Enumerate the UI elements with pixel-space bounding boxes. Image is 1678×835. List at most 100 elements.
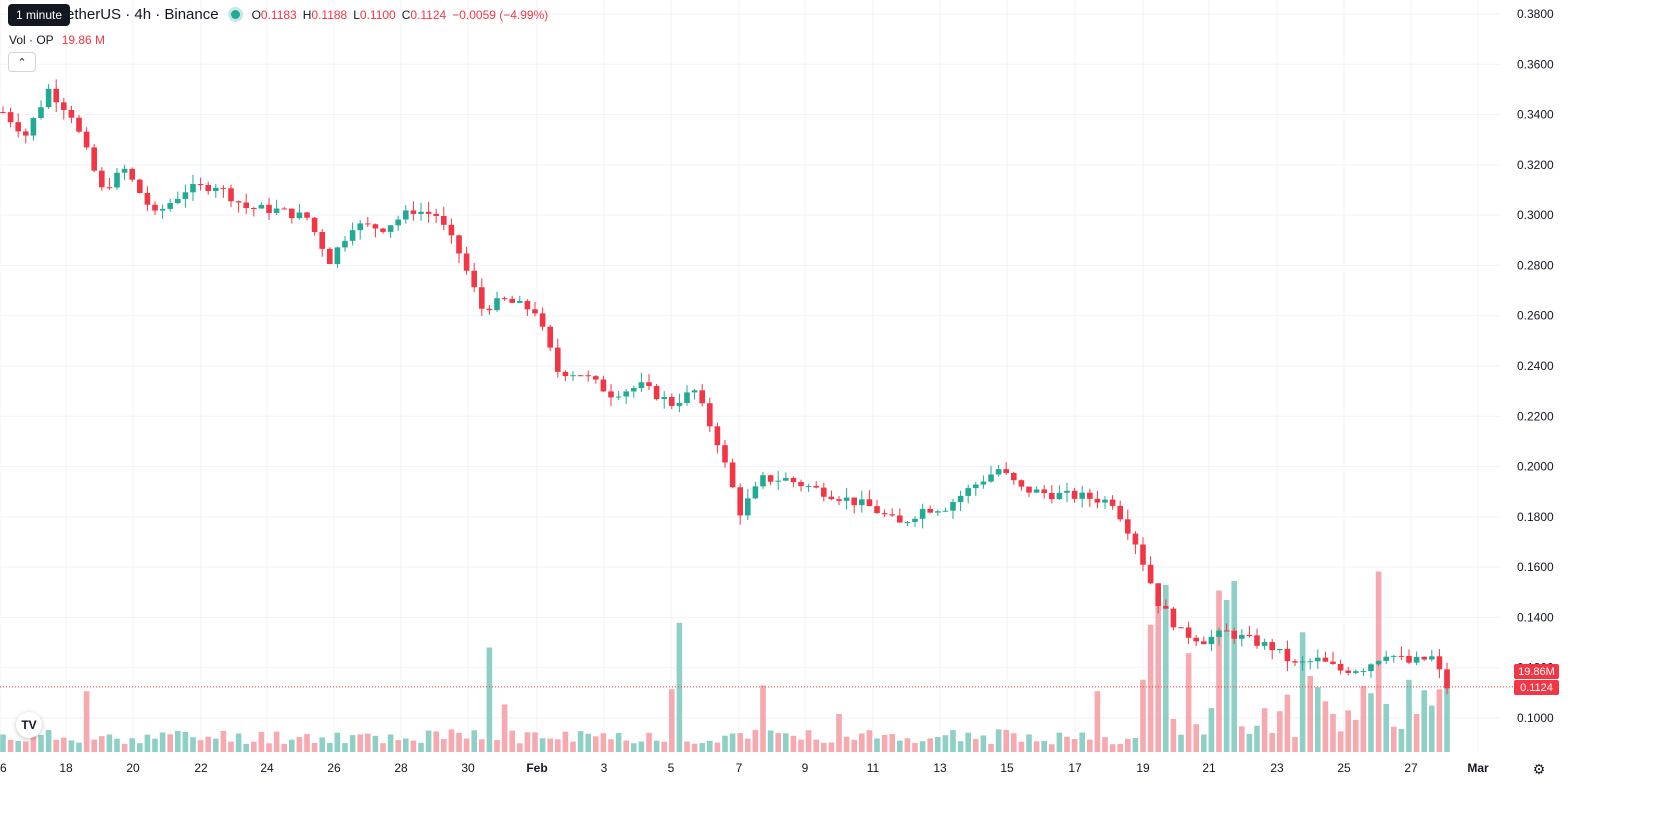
volume-bar: [1322, 701, 1329, 752]
volume-bar: [532, 732, 538, 752]
candle-body: [1185, 627, 1192, 638]
y-tick-label: 0.3200: [1517, 158, 1554, 172]
candle-body: [1413, 656, 1420, 663]
volume-bar: [653, 740, 660, 752]
candle-body: [1026, 486, 1032, 493]
candle-body: [737, 487, 743, 516]
volume-bar: [106, 734, 113, 752]
candle-body: [1246, 634, 1253, 636]
volume-bar: [486, 647, 493, 752]
candle-body: [144, 193, 151, 205]
x-tick-label: 13: [933, 761, 947, 775]
candle-body: [950, 502, 956, 511]
volume-bar: [463, 738, 470, 752]
volume-bar: [1330, 713, 1336, 752]
volume-bar: [927, 738, 933, 752]
candle-body: [927, 508, 933, 513]
candle-body: [463, 253, 470, 271]
volume-bar: [646, 732, 652, 752]
candle-body: [205, 184, 211, 192]
volume-bar: [767, 730, 774, 752]
candle-body: [517, 301, 523, 303]
candle-body: [555, 347, 561, 372]
candle-body: [798, 482, 804, 487]
volume-bar: [114, 738, 120, 752]
x-tick-label: Feb: [526, 761, 547, 775]
candle-body: [1292, 661, 1298, 663]
volume-bar: [0, 734, 6, 752]
volume-bar: [593, 736, 599, 752]
candle-body: [897, 515, 903, 523]
candle-body: [1375, 660, 1382, 665]
volume-bar: [1299, 632, 1306, 752]
y-tick-label: 0.3800: [1517, 7, 1554, 21]
volume-bar: [524, 732, 531, 752]
volume-bar: [1353, 719, 1359, 752]
candle-body: [707, 403, 713, 427]
volume-bar: [980, 735, 987, 752]
y-tick-label: 0.2000: [1517, 460, 1554, 474]
candle-body: [676, 402, 683, 406]
volume-bar: [418, 742, 424, 752]
candle-body: [889, 514, 895, 516]
volume-bar: [1003, 729, 1009, 752]
symbol-name[interactable]: etherUS · 4h · Binance: [66, 6, 219, 23]
candle-body: [745, 498, 751, 516]
candle-body: [7, 112, 14, 123]
candle-body: [919, 508, 926, 519]
volume-bar: [691, 743, 698, 752]
volume-label[interactable]: Vol · OP: [9, 33, 54, 47]
candle-body: [1193, 637, 1199, 642]
volume-bar: [707, 740, 713, 752]
y-tick-label: 0.2400: [1517, 359, 1554, 373]
candle-body: [403, 210, 409, 220]
collapse-legend-button[interactable]: ⌃: [8, 52, 36, 72]
candle-body: [988, 474, 994, 482]
candle-body: [691, 390, 698, 393]
volume-bar: [448, 729, 455, 752]
volume-bar: [714, 742, 721, 752]
candle-body: [866, 499, 873, 507]
candle-body: [1330, 661, 1336, 664]
open-label: O: [251, 7, 261, 22]
volume-bar: [342, 743, 348, 752]
candle-body: [942, 510, 949, 512]
volume-bar: [608, 739, 614, 752]
x-tick-label: 15: [1000, 761, 1014, 775]
volume-bar: [357, 734, 363, 752]
candle-body: [1033, 489, 1040, 493]
volume-bar: [1269, 732, 1275, 752]
volume-bar: [38, 734, 44, 752]
candle-body: [1140, 544, 1146, 565]
volume-bars: [0, 571, 1450, 752]
tradingview-logo-icon[interactable]: TV: [16, 712, 42, 738]
volume-bar: [1391, 726, 1397, 752]
candle-body: [1436, 656, 1443, 670]
candle-body: [1299, 661, 1306, 663]
candle-body: [213, 187, 219, 192]
gear-icon[interactable]: ⚙: [1532, 760, 1546, 777]
volume-bar: [182, 731, 189, 752]
volume-bar: [471, 730, 477, 752]
candle-body: [843, 497, 850, 501]
candle-body: [593, 376, 599, 380]
volume-bar: [121, 743, 128, 752]
volume-bar: [1041, 740, 1047, 752]
candle-body: [251, 208, 257, 210]
x-tick-label: Mar: [1467, 761, 1489, 775]
candle-body: [349, 230, 356, 241]
volume-bar: [760, 685, 766, 752]
y-tick-label: 0.2800: [1517, 258, 1554, 272]
volume-bar: [813, 739, 819, 752]
volume-bar: [684, 741, 690, 752]
volume-bar: [1360, 686, 1367, 752]
candle-body: [1147, 564, 1154, 584]
candle-body: [1254, 635, 1260, 646]
candle-body: [235, 201, 242, 203]
x-tick-label: 19: [1136, 761, 1150, 775]
candle-body: [91, 147, 97, 171]
volume-bar: [935, 736, 941, 752]
y-tick-label: 0.2600: [1517, 309, 1554, 323]
candle-body: [479, 287, 485, 309]
